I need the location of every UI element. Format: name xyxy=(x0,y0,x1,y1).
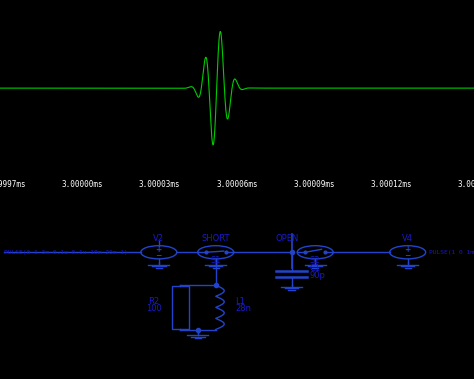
Text: L1: L1 xyxy=(236,297,246,305)
Text: 3.00009ms: 3.00009ms xyxy=(293,180,335,189)
Text: 3.00000ms: 3.00000ms xyxy=(62,180,103,189)
Text: PULSE(1 0 1m 0.1u C: PULSE(1 0 1m 0.1u C xyxy=(429,250,474,255)
Text: V4: V4 xyxy=(402,234,413,243)
Text: S1: S1 xyxy=(210,256,221,265)
Text: 3.000: 3.000 xyxy=(457,180,474,189)
Text: V2: V2 xyxy=(153,234,164,243)
Text: −: − xyxy=(155,251,162,260)
Text: 90p: 90p xyxy=(310,271,325,280)
Text: 3.00003ms: 3.00003ms xyxy=(139,180,181,189)
Text: SHORT: SHORT xyxy=(201,234,230,243)
Text: 3.00006ms: 3.00006ms xyxy=(216,180,258,189)
Text: +: + xyxy=(155,245,162,254)
Text: PULSE(0 1 3m 0.1u 0.1u 10m 20m 1): PULSE(0 1 3m 0.1u 0.1u 10m 20m 1) xyxy=(4,250,128,255)
Text: −: − xyxy=(404,251,411,260)
Text: C1: C1 xyxy=(310,265,320,273)
Text: OPEN: OPEN xyxy=(275,234,299,243)
Text: 2.99997ms: 2.99997ms xyxy=(0,180,26,189)
Text: R2: R2 xyxy=(148,297,160,305)
Text: 3.00012ms: 3.00012ms xyxy=(371,180,412,189)
Text: 28n: 28n xyxy=(236,304,252,313)
Text: +: + xyxy=(404,245,411,254)
Bar xyxy=(172,286,189,329)
Text: S2: S2 xyxy=(310,256,320,265)
Text: 100: 100 xyxy=(146,304,162,313)
